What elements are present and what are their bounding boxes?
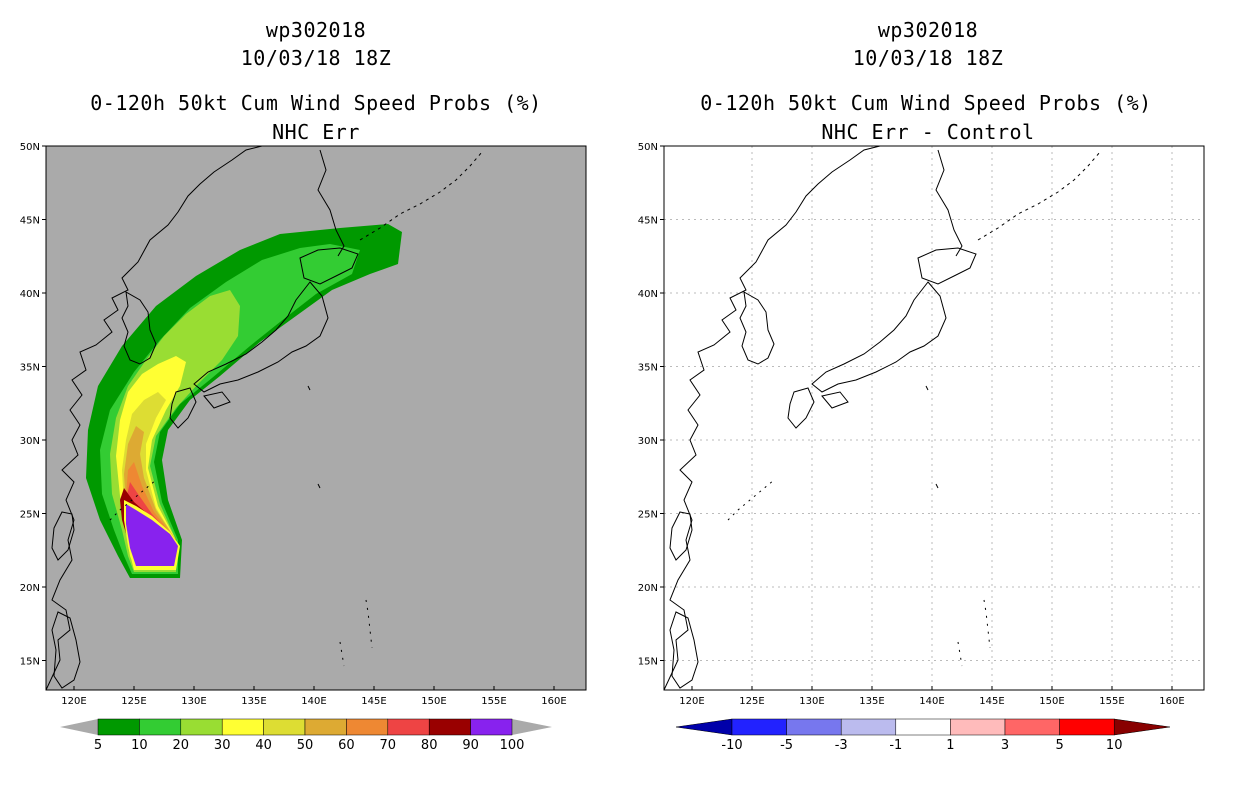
right-lat-label-45N: 45N xyxy=(638,216,658,227)
right-lat-label-30N: 30N xyxy=(638,436,658,447)
right-lon-label-140E: 140E xyxy=(919,696,944,707)
right-colorbar-swatch xyxy=(840,718,897,736)
left-lon-label-150E: 150E xyxy=(421,696,446,707)
left-colorbar-swatch xyxy=(97,718,140,736)
right-colorbar-label-5: 5 xyxy=(1055,738,1063,753)
left-colorbar-swatch xyxy=(180,718,223,736)
left-storm-id: wp302018 xyxy=(265,18,367,42)
right-lon-label-130E: 130E xyxy=(799,696,824,707)
right-lon-label-135E: 135E xyxy=(859,696,884,707)
left-lon-label-145E: 145E xyxy=(361,696,386,707)
left-lat-label-30N: 30N xyxy=(20,436,40,447)
swath-5pct xyxy=(86,224,402,578)
left-colorbar-swatch xyxy=(304,718,347,736)
probability-swath xyxy=(86,224,402,578)
right-map xyxy=(663,145,1205,691)
left-lat-label-35N: 35N xyxy=(20,363,40,374)
left-map xyxy=(45,145,587,691)
left-lon-label-140E: 140E xyxy=(301,696,326,707)
right-colorbar-label--5: -5 xyxy=(780,738,793,753)
right-lon-label-120E: 120E xyxy=(679,696,704,707)
right-colorbar-label--3: -3 xyxy=(835,738,848,753)
left-lon-label-125E: 125E xyxy=(121,696,146,707)
left-lon-label-135E: 135E xyxy=(241,696,266,707)
right-map-background xyxy=(663,145,1205,691)
left-lon-label-130E: 130E xyxy=(181,696,206,707)
right-lon-label-145E: 145E xyxy=(979,696,1004,707)
left-lat-label-50N: 50N xyxy=(20,142,40,153)
right-lat-label-35N: 35N xyxy=(638,363,658,374)
left-lat-label-20N: 20N xyxy=(20,583,40,594)
right-lat-label-25N: 25N xyxy=(638,510,658,521)
right-colorbar-label--10: -10 xyxy=(721,738,742,753)
swath-100pct xyxy=(126,504,178,566)
left-colorbar-high-arrow xyxy=(512,719,552,735)
left-colorbar-low-arrow xyxy=(60,719,98,735)
left-colorbar-label-50: 50 xyxy=(297,738,314,753)
right-lon-label-155E: 155E xyxy=(1099,696,1124,707)
left-axes: 120E 125E 130E 135E 140E 145E 150E 155E 160E 50N 4… xyxy=(20,142,567,707)
right-colorbar-swatch xyxy=(1059,718,1115,736)
left-colorbar-swatch xyxy=(139,718,182,736)
left-colorbar-swatch xyxy=(263,718,306,736)
left-colorbar-swatch xyxy=(346,718,389,736)
left-colorbar-label-40: 40 xyxy=(255,738,272,753)
right-colorbar-low-arrow xyxy=(675,718,733,736)
left-colorbar-label-70: 70 xyxy=(380,738,397,753)
left-colorbar-label-80: 80 xyxy=(421,738,438,753)
left-colorbar-swatch xyxy=(221,718,264,736)
right-gridlines xyxy=(664,146,1204,690)
right-axes: 120E 125E 130E 135E 140E 145E 150E 155E 160E 50N 4… xyxy=(638,142,1185,707)
left-lon-label-155E: 155E xyxy=(481,696,506,707)
right-lon-label-150E: 150E xyxy=(1039,696,1064,707)
left-lon-label-120E: 120E xyxy=(61,696,86,707)
right-colorbar-swatch xyxy=(950,718,1006,736)
left-datetime: 10/03/18 18Z xyxy=(240,46,392,70)
right-colorbar-swatch xyxy=(1004,718,1060,736)
left-colorbar-label-5: 5 xyxy=(94,738,102,753)
right-colorbar-swatch xyxy=(786,718,842,736)
left-colorbar-label-100: 100 xyxy=(500,738,525,753)
left-title: 0-120h 50kt Cum Wind Speed Probs (%) xyxy=(90,91,542,115)
left-colorbar-label-10: 10 xyxy=(131,738,148,753)
left-colorbar-swatch xyxy=(387,718,430,736)
right-datetime: 10/03/18 18Z xyxy=(852,46,1004,70)
right-subtitle: NHC Err - Control xyxy=(821,120,1035,144)
right-colorbar-high-arrow xyxy=(1113,718,1171,736)
right-lat-label-15N: 15N xyxy=(638,657,658,668)
right-lon-label-160E: 160E xyxy=(1159,696,1184,707)
left-colorbar-label-90: 90 xyxy=(462,738,479,753)
right-colorbar-label-10: 10 xyxy=(1106,738,1123,753)
right-colorbar: -10 -5 -3 -1 1 3 5 10 xyxy=(675,718,1171,753)
right-colorbar-label--1: -1 xyxy=(889,738,902,753)
left-lat-label-40N: 40N xyxy=(20,289,40,300)
left-lat-label-25N: 25N xyxy=(20,510,40,521)
right-colorbar-swatch xyxy=(895,718,951,736)
left-colorbar-label-30: 30 xyxy=(214,738,231,753)
right-title: 0-120h 50kt Cum Wind Speed Probs (%) xyxy=(700,91,1152,115)
left-subtitle: NHC Err xyxy=(272,120,360,144)
left-lat-label-15N: 15N xyxy=(20,657,40,668)
right-lat-label-20N: 20N xyxy=(638,583,658,594)
left-colorbar-swatch xyxy=(428,718,471,736)
right-storm-id: wp302018 xyxy=(877,18,979,42)
left-colorbar-label-60: 60 xyxy=(338,738,355,753)
right-lat-label-40N: 40N xyxy=(638,289,658,300)
right-colorbar-label-1: 1 xyxy=(946,738,954,753)
left-lat-label-45N: 45N xyxy=(20,216,40,227)
left-lon-label-160E: 160E xyxy=(541,696,566,707)
right-colorbar-label-3: 3 xyxy=(1001,738,1009,753)
left-colorbar-label-20: 20 xyxy=(173,738,190,753)
right-lon-label-125E: 125E xyxy=(739,696,764,707)
right-colorbar-swatch xyxy=(731,718,787,736)
right-lat-label-50N: 50N xyxy=(638,142,658,153)
left-colorbar: 5 10 20 30 40 50 60 70 80 90 100 xyxy=(60,718,552,753)
left-colorbar-swatch xyxy=(470,718,513,736)
